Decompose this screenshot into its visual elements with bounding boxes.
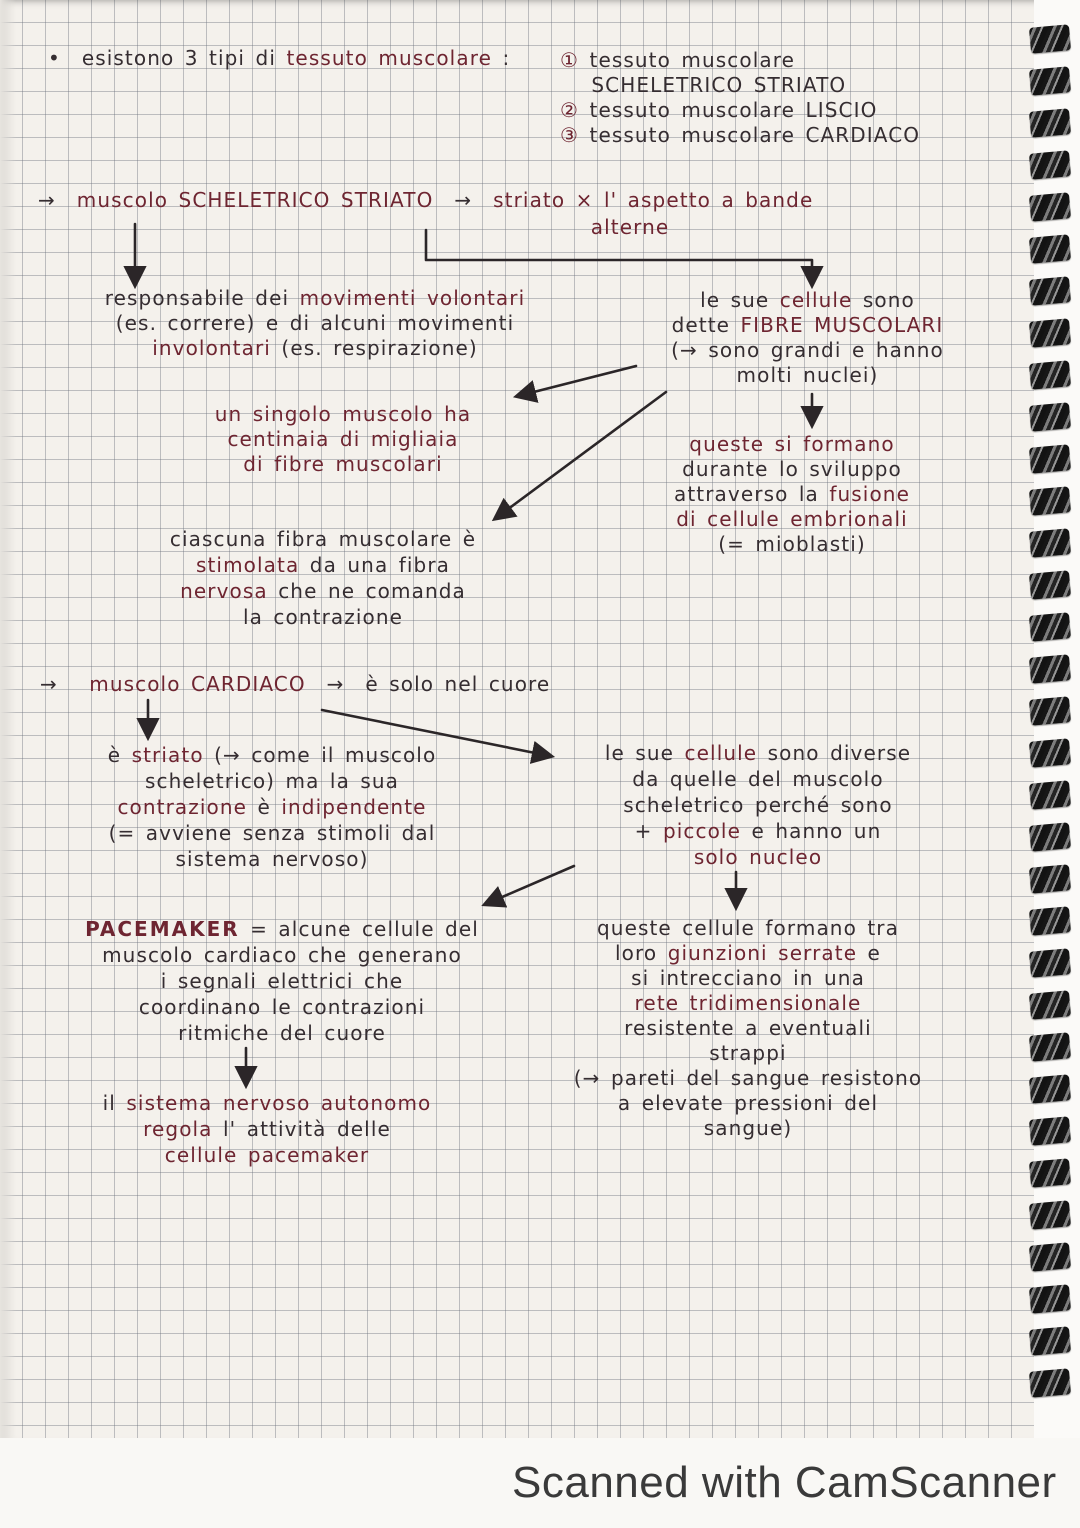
spiral-coil bbox=[1028, 1200, 1072, 1230]
spiral-coil bbox=[1028, 1158, 1072, 1188]
note-block-pacemaker: PACEMAKER = alcune cellule del muscolo ca… bbox=[85, 917, 479, 1045]
note-block-muscle-fibers: le sue cellule sono dette FIBRE MUSCOLARI… bbox=[671, 288, 944, 387]
spiral-coil bbox=[1028, 864, 1072, 894]
note-block-intro: • esistono 3 tipi di tessuto muscolare : bbox=[48, 46, 511, 70]
spiral-coil bbox=[1028, 234, 1072, 264]
spiral-coil bbox=[1028, 528, 1072, 558]
spiral-coil bbox=[1028, 150, 1072, 180]
spiral-coil bbox=[1028, 780, 1072, 810]
spiral-coil bbox=[1028, 1284, 1072, 1314]
page-edge-shadow bbox=[0, 0, 16, 1438]
spiral-coil bbox=[1028, 486, 1072, 516]
note-block-autonomic-system: il sistema nervoso autonomo regola l' att… bbox=[102, 1091, 432, 1167]
spiral-coil bbox=[1028, 66, 1072, 96]
spiral-coil bbox=[1028, 192, 1072, 222]
spiral-coil bbox=[1028, 654, 1072, 684]
note-block-nerve-fiber: ciascuna fibra muscolare è stimolata da u… bbox=[169, 527, 477, 629]
camscanner-watermark: Scanned with CamScanner bbox=[512, 1458, 1057, 1507]
note-block-cardiac-cells: le sue cellule sono diverse da quelle del… bbox=[604, 741, 912, 869]
note-block-junctions: queste cellule formano tra loro giunzioni… bbox=[573, 916, 923, 1140]
spiral-coil bbox=[1028, 990, 1072, 1020]
spiral-coil bbox=[1028, 1074, 1072, 1104]
spiral-coil bbox=[1028, 948, 1072, 978]
spiral-coil bbox=[1028, 906, 1072, 936]
note-block-skeletal-title-cont: alterne bbox=[590, 215, 670, 239]
note-block-cardiac-striated: è striato (→ come il muscolo scheletrico)… bbox=[107, 743, 437, 871]
spiral-coil bbox=[1028, 360, 1072, 390]
spiral-binding bbox=[1028, 0, 1080, 1438]
grid-paper bbox=[0, 0, 1040, 1438]
note-block-cardiac-title: → muscolo CARDIACO → è solo nel cuore bbox=[40, 672, 551, 696]
spiral-coil bbox=[1028, 318, 1072, 348]
spiral-coil bbox=[1028, 738, 1072, 768]
spiral-coil bbox=[1028, 1242, 1072, 1272]
spiral-coil bbox=[1028, 1326, 1072, 1356]
spiral-coil bbox=[1028, 276, 1072, 306]
note-block-skeletal-title: → muscolo SCHELETRICO STRIATO → striato … bbox=[38, 188, 814, 212]
spiral-coil bbox=[1028, 1032, 1072, 1062]
spiral-coil bbox=[1028, 24, 1072, 54]
spiral-coil bbox=[1028, 570, 1072, 600]
spiral-coil bbox=[1028, 1368, 1072, 1398]
spiral-coil bbox=[1028, 402, 1072, 432]
note-block-single-muscle: un singolo muscolo ha centinaia di miglia… bbox=[214, 402, 472, 476]
note-block-voluntary-movements: responsabile dei movimenti volontari (es.… bbox=[104, 286, 526, 360]
note-block-myoblasts: queste si formano durante lo sviluppo attr… bbox=[674, 432, 910, 556]
spiral-coil bbox=[1028, 1116, 1072, 1146]
spiral-coil bbox=[1028, 444, 1072, 474]
spiral-coil bbox=[1028, 108, 1072, 138]
spiral-coil bbox=[1028, 696, 1072, 726]
note-block-muscle-types-list: ① tessuto muscolare SCHELETRICO STRIATO ②… bbox=[560, 48, 921, 147]
spiral-coil bbox=[1028, 612, 1072, 642]
spiral-coil bbox=[1028, 822, 1072, 852]
